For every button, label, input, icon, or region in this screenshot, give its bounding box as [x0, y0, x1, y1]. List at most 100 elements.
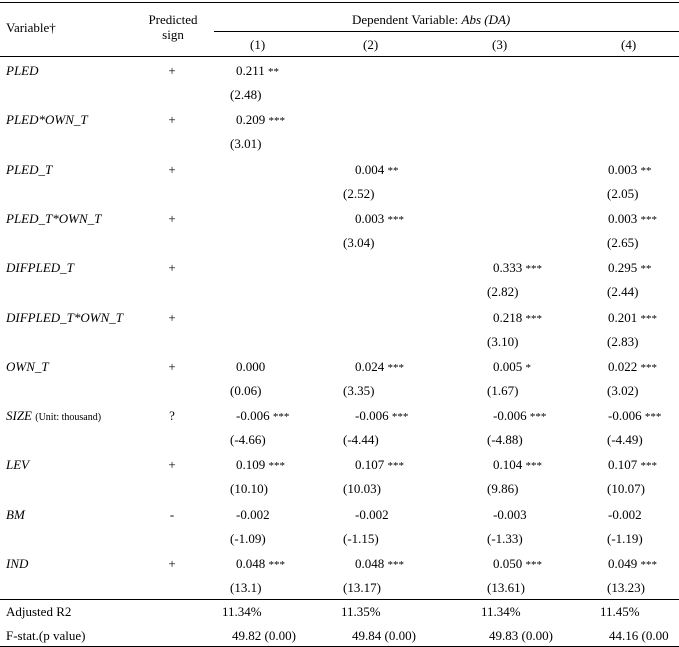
variable-name: SIZE (Unit: thousand) [6, 408, 101, 425]
dependent-variable-header: Dependent Variable: Abs (DA) [352, 12, 510, 27]
footer-value: 49.83 (0.00) [489, 628, 553, 643]
t-statistic: (-1.15) [343, 530, 379, 546]
coefficient-cell: 0.003 *** [355, 211, 404, 228]
variable-name: PLED*OWN_T [6, 112, 88, 127]
coefficient-value: 0.201 [608, 309, 638, 325]
t-statistic: (-4.66) [230, 432, 266, 448]
footer-value: 11.34% [222, 604, 262, 619]
variable-name: LEV [6, 457, 29, 472]
coefficient-value: -0.003 [493, 506, 527, 522]
coefficient-value: 0.048 [236, 556, 266, 571]
significance-stars: *** [525, 460, 543, 473]
coefficient-value: 0.295 [608, 260, 638, 276]
coefficient-cell: 0.104 *** [493, 457, 542, 474]
significance-stars: *** [640, 312, 658, 325]
variable-name: IND [6, 556, 28, 571]
coefficient-value: -0.006 [355, 408, 389, 424]
coefficient-value: 0.003 [355, 210, 385, 226]
t-statistic: (0.06) [230, 382, 262, 398]
significance-stars: ** [268, 66, 280, 78]
coefficient-value: 0.209 [236, 112, 266, 128]
coefficient-cell: -0.002 [355, 507, 389, 522]
coefficient-cell: -0.002 [236, 507, 270, 522]
significance-stars: *** [525, 312, 543, 325]
t-statistic: (13.23) [607, 580, 645, 595]
variable-name: PLED_T*OWN_T [6, 211, 101, 226]
t-statistic: (3.04) [343, 234, 375, 250]
coefficient-cell: -0.006 *** [355, 408, 408, 425]
predicted-sign: ? [169, 408, 175, 424]
coefficient-cell: -0.006 *** [608, 408, 661, 425]
coefficient-value: -0.006 [493, 408, 527, 424]
footer-value: 49.84 (0.00) [352, 628, 416, 643]
coefficient-cell: 0.218 *** [493, 310, 542, 327]
coefficient-cell: 0.109 *** [236, 457, 285, 474]
significance-stars: *** [387, 559, 405, 571]
column-header-2: (2) [363, 37, 379, 52]
dependent-variable-name: Abs (DA) [461, 12, 511, 27]
coefficient-value: 0.003 [608, 161, 638, 177]
predicted-sign: + [168, 457, 176, 473]
footer-label: F-stat.(p value) [6, 628, 86, 643]
predicted-sign-header-line1: Predicted [148, 12, 198, 27]
significance-stars: *** [529, 411, 547, 424]
significance-stars: *** [525, 263, 543, 276]
predicted-sign: + [168, 358, 176, 374]
footer-value: 11.35% [341, 604, 381, 619]
coefficient-value: 0.022 [608, 358, 638, 374]
significance-stars: *** [387, 213, 405, 226]
t-statistic: (2.83) [607, 333, 639, 349]
significance-stars: ** [640, 164, 652, 177]
footer-label: Adjusted R2 [6, 604, 72, 619]
coefficient-value: -0.006 [236, 408, 270, 424]
variable-name-text: SIZE [6, 408, 32, 424]
t-statistic: (-4.88) [487, 432, 523, 448]
dependent-variable-label: Dependent Variable: [352, 12, 462, 27]
t-statistic: (-4.49) [607, 432, 643, 448]
t-statistic: (3.01) [230, 136, 262, 152]
t-statistic: (2.65) [607, 234, 639, 250]
t-statistic: (3.35) [343, 382, 375, 398]
t-statistic: (-4.44) [343, 432, 379, 448]
coefficient-cell: 0.107 *** [608, 457, 657, 474]
coefficient-cell: 0.295 ** [608, 260, 652, 277]
coefficient-cell: 0.211 ** [236, 63, 279, 80]
significance-stars: *** [640, 559, 658, 571]
coefficient-value: 0.218 [493, 309, 523, 325]
t-statistic: (13.61) [487, 580, 525, 595]
variable-name-text: DIFPLED_T*OWN_T [6, 309, 124, 325]
footer-rule [0, 599, 679, 600]
coefficient-value: 0.000 [236, 358, 266, 374]
predicted-sign: + [168, 556, 176, 571]
predicted-sign: + [168, 161, 176, 177]
variable-header: Variable† [6, 20, 56, 35]
coefficient-cell: -0.006 *** [236, 408, 289, 425]
variable-name-text: LEV [6, 457, 30, 473]
significance-stars: * [525, 361, 532, 374]
coefficient-cell: -0.003 [493, 507, 527, 522]
coefficient-value: 0.107 [355, 457, 385, 473]
significance-stars: *** [387, 460, 405, 473]
header-rule [0, 56, 679, 57]
significance-stars: *** [391, 411, 409, 424]
significance-stars: *** [640, 361, 658, 374]
significance-stars: *** [268, 460, 286, 473]
coefficient-value: 0.005 [493, 358, 523, 374]
t-statistic: (1.67) [487, 382, 519, 398]
predicted-sign: + [168, 260, 176, 276]
significance-stars: ** [387, 164, 399, 177]
coefficient-cell: -0.002 [608, 507, 642, 522]
t-statistic: (3.10) [487, 333, 519, 349]
coefficient-cell: 0.048 *** [236, 556, 285, 573]
coefficient-cell: 0.201 *** [608, 310, 657, 327]
coefficient-cell: 0.024 *** [355, 359, 404, 376]
footer-value: 49.82 (0.00) [232, 628, 296, 643]
variable-name: OWN_T [6, 359, 49, 374]
significance-stars: *** [268, 115, 286, 128]
predicted-sign: + [168, 63, 176, 78]
t-statistic: (9.86) [487, 481, 519, 497]
variable-name-text: IND [6, 556, 29, 571]
coefficient-value: -0.002 [236, 506, 270, 522]
footer-value: 11.45% [600, 604, 640, 619]
variable-name: DIFPLED_T*OWN_T [6, 310, 123, 325]
